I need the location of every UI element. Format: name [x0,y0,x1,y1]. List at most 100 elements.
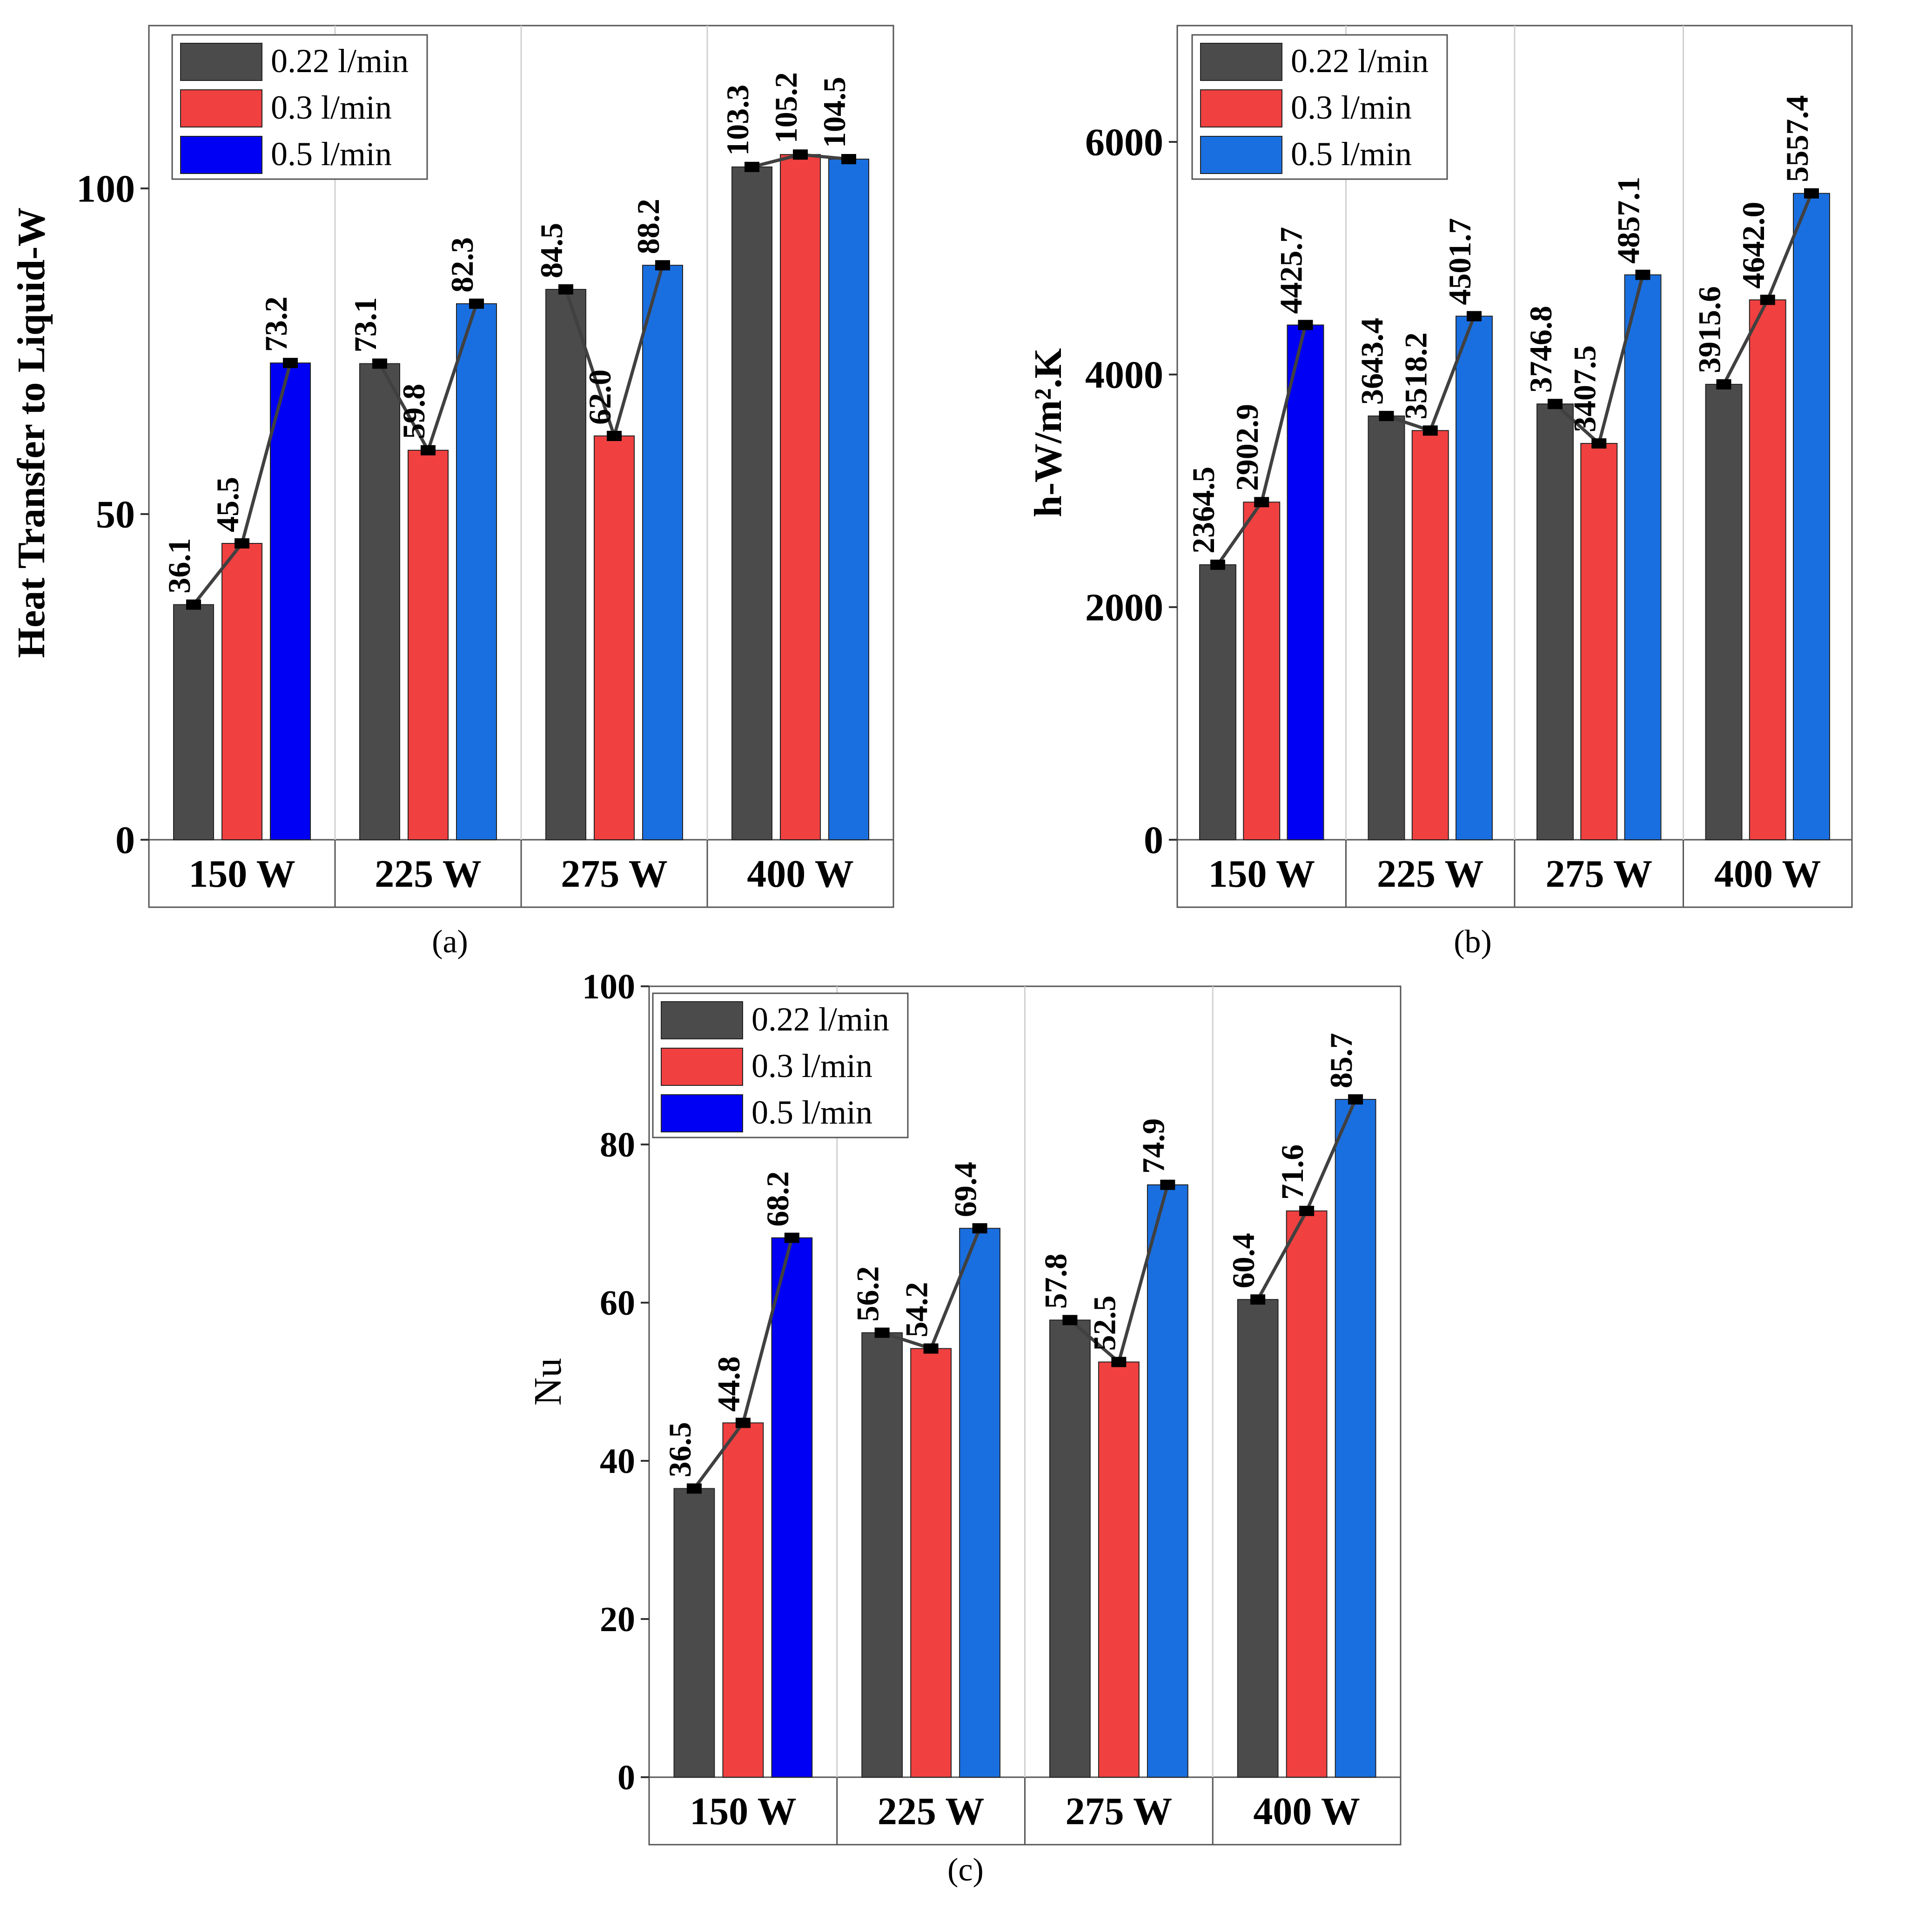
value-label: 4857.1 [1611,177,1646,264]
data-marker [686,1483,702,1494]
connector-line [1256,1210,1308,1300]
y-axis-label: h-W/m².K [1026,348,1070,517]
bar [828,159,869,840]
y-tick-label: 100 [582,967,635,1006]
value-label: 74.9 [1135,1118,1171,1174]
connector-line [192,542,243,606]
y-tick-label: 6000 [1085,121,1163,164]
data-marker [1160,1179,1175,1190]
y-axis-label: Heat Transfer to Liquid-W [10,207,53,658]
value-label: 3407.5 [1567,345,1602,432]
connector-line [1597,274,1644,444]
bar [1049,1319,1091,1778]
connector-line [929,1227,981,1349]
y-tick-label: 50 [96,493,135,536]
data-marker [421,445,436,455]
bar [594,435,635,840]
data-marker [1299,1205,1315,1216]
legend-swatch [661,1048,743,1086]
data-marker [1298,320,1313,330]
data-marker [1250,1294,1266,1305]
data-marker [1716,379,1731,390]
bar [1368,415,1405,840]
connector-line [1429,315,1476,431]
connector-line [741,1237,794,1424]
value-label: 103.3 [720,85,755,156]
data-marker [841,154,856,164]
value-label: 84.5 [534,223,569,278]
data-marker [372,358,387,369]
bar [1411,430,1449,840]
bar [456,303,497,840]
y-tick-label: 100 [76,167,135,211]
bar [1287,324,1324,841]
bar [173,604,214,840]
value-label: 60.4 [1226,1233,1261,1288]
category-label: 225 W [878,1790,984,1833]
chart-panel-3: 0 20 40 60 80 100 Nu 150 W 225 W 275 W 400 W 36.5 44… [526,967,1402,1846]
data-marker [283,358,298,368]
bar [780,154,821,841]
connector-line [1722,299,1769,385]
data-marker [186,599,201,610]
data-marker [735,1418,751,1428]
value-label: 4425.7 [1274,227,1309,314]
data-marker [1804,188,1819,199]
value-label: 73.2 [258,296,294,352]
connector-line [1766,193,1813,301]
bar [545,289,586,840]
y-axis-label: Nu [526,1358,570,1406]
value-label: 57.8 [1038,1253,1073,1309]
legend-label: 0.3 l/min [271,89,392,126]
connector-line [800,153,849,161]
connector-line [1216,501,1263,566]
bar [1624,274,1662,840]
legend-label: 0.22 l/min [751,1001,889,1038]
data-marker [1210,559,1225,570]
bar [1237,1299,1279,1778]
legend-label: 0.5 l/min [751,1094,872,1131]
category-label: 275 W [1066,1790,1172,1833]
value-label: 2364.5 [1186,467,1221,554]
connector-line [1260,324,1307,503]
legend-label: 0.3 l/min [1291,89,1412,126]
panel-caption-b: (b) [1454,924,1492,960]
y-tick-label: 0 [115,819,135,862]
legend-label: 0.22 l/min [1291,42,1429,80]
value-label: 4501.7 [1442,218,1477,305]
bar [1580,443,1618,840]
category-label: 400 W [747,852,853,896]
data-marker [558,284,573,294]
value-label: 104.5 [817,77,852,148]
legend-label: 0.22 l/min [271,42,409,80]
value-label: 69.4 [948,1162,983,1217]
panel-caption-a: (a) [432,924,468,960]
bar [359,363,400,840]
value-label: 68.2 [760,1171,795,1227]
chart-panel-1: 0 50 100 Heat Transfer to Liquid-W 150 W 225 … [10,25,894,908]
data-marker [923,1343,939,1354]
y-tick-label: 20 [600,1600,635,1639]
data-marker [1760,294,1775,305]
category-label: 400 W [1253,1790,1360,1833]
legend-swatch [1200,136,1282,174]
bar [1335,1099,1376,1778]
data-marker [1254,497,1269,508]
bar [731,166,772,840]
bar [1456,315,1493,841]
bar [959,1228,1001,1778]
bar [1199,564,1236,840]
legend: 0.22 l/min 0.3 l/min 0.5 l/min [1191,34,1448,180]
legend-swatch [180,89,262,127]
connector-line [751,153,801,169]
y-tick-label: 0 [617,1758,635,1797]
value-label: 36.1 [161,538,197,594]
value-label: 5557.4 [1779,95,1815,182]
value-label: 73.1 [348,297,383,353]
legend-swatch [1200,43,1282,81]
bar [1749,299,1786,840]
legend-swatch [1200,89,1282,127]
value-label: 3518.2 [1398,332,1434,419]
legend-label: 0.5 l/min [1291,135,1412,173]
